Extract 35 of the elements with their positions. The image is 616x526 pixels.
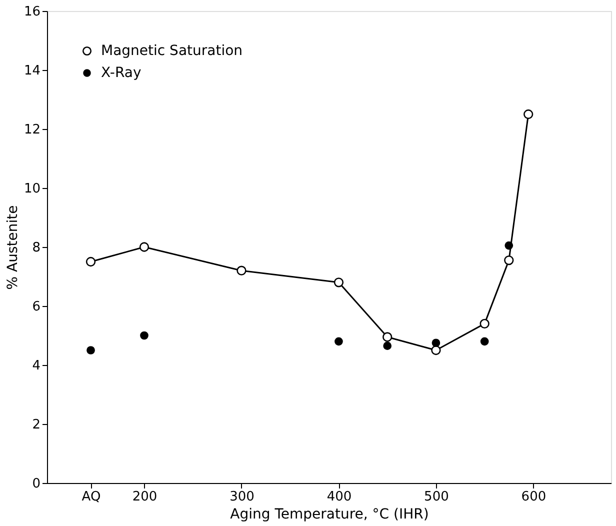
- x-tick-label: 500: [424, 490, 449, 504]
- point: [504, 255, 514, 266]
- x-tick-label: 600: [521, 490, 546, 504]
- x-tick-label: AQ: [82, 490, 101, 504]
- point: [86, 346, 95, 354]
- point: [432, 338, 440, 348]
- y-tick-label: 6: [32, 300, 40, 314]
- legend-label: Magnetic Saturation: [101, 43, 243, 59]
- point: [382, 332, 392, 342]
- x-axis-title: Aging Temperature, °C (IHR): [230, 506, 429, 522]
- y-tick-label: 4: [32, 358, 40, 374]
- point: [383, 342, 392, 350]
- point: [334, 278, 344, 288]
- y-tick-label: 12: [24, 122, 40, 138]
- y-tick-label: 2: [32, 418, 40, 432]
- point: [480, 318, 490, 329]
- y-tick-label: 10: [24, 182, 40, 196]
- legend-label: X-Ray: [101, 65, 142, 81]
- point: [431, 345, 441, 356]
- x-tick-label: 400: [326, 490, 352, 504]
- x-tick-label: 300: [230, 490, 254, 504]
- point: [139, 242, 150, 252]
- point: [86, 256, 96, 267]
- point: [334, 337, 343, 346]
- y-tick-label: 8: [32, 240, 40, 256]
- y-tick-label: 16: [24, 4, 40, 20]
- y-tick-label: 14: [24, 64, 40, 78]
- point: [504, 241, 514, 250]
- y-tick-label: 0: [32, 476, 40, 492]
- point: [480, 337, 489, 346]
- y-axis-title: % Austenite: [4, 205, 21, 290]
- point: [236, 266, 246, 276]
- x-tick-label: 200: [132, 490, 158, 504]
- point: [140, 331, 148, 340]
- point: [524, 109, 534, 120]
